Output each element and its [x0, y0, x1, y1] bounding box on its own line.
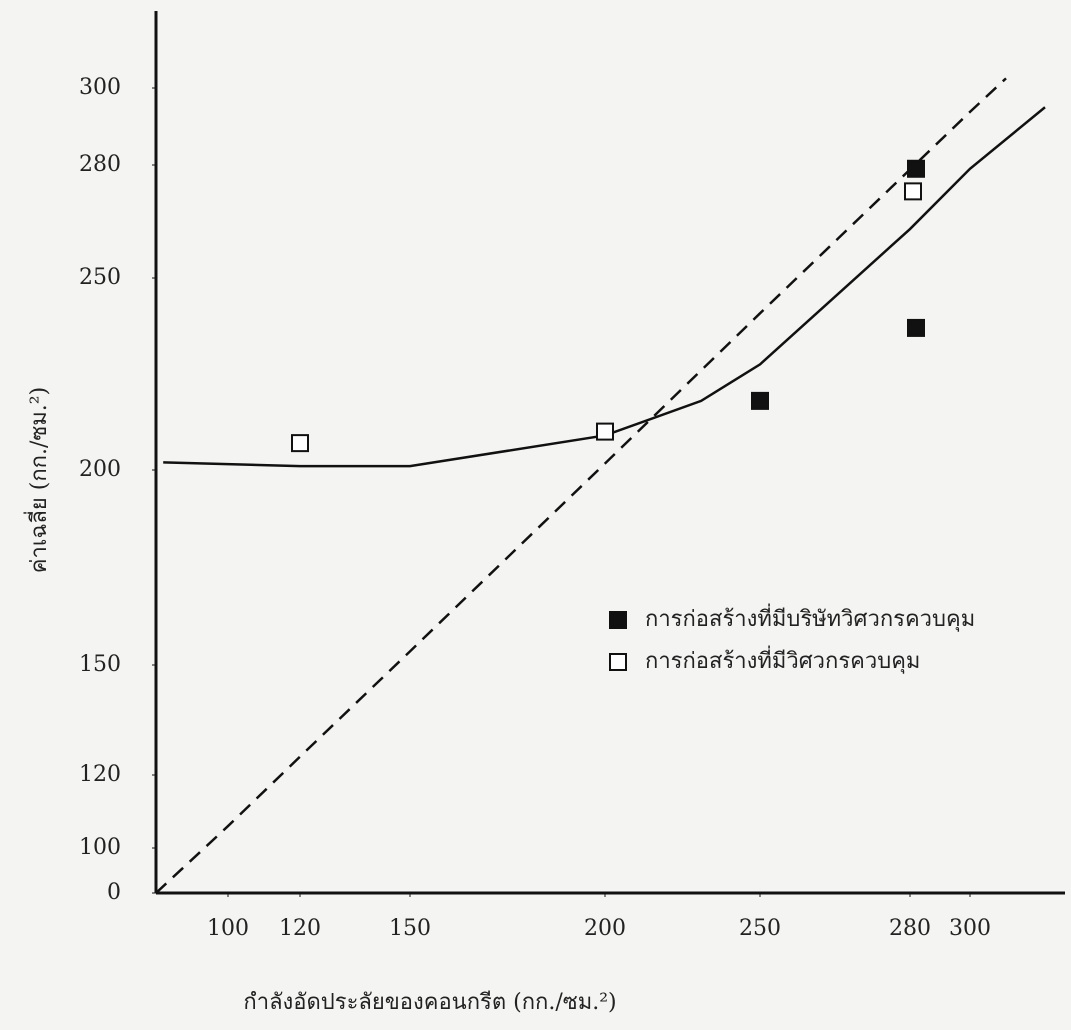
legend-label: การก่อสร้างที่มีวิศวกรควบคุม: [645, 645, 920, 674]
point: [907, 159, 925, 178]
point: [751, 391, 769, 410]
point: [907, 318, 925, 337]
x-tick-label: 200: [584, 916, 626, 941]
y-tick-label: 280: [79, 152, 121, 177]
x-tick-label: 250: [739, 916, 781, 941]
y-tick-label: 120: [79, 762, 121, 787]
y-axis-label: ค่าเฉลี่ย (กก./ซม.²): [23, 387, 52, 573]
fit-line: [155, 77, 1007, 894]
y-tick-label: 0: [107, 880, 121, 905]
y-tick-label: 100: [79, 835, 121, 860]
y-tick-label: 150: [79, 652, 121, 677]
point: [904, 182, 922, 201]
x-tick-label: 120: [279, 916, 321, 941]
y-tick-label: 300: [79, 75, 121, 100]
x-tick-label: 280: [889, 916, 931, 941]
x-tick-label: 300: [949, 916, 991, 941]
fit-line: [163, 106, 1046, 468]
x-axis-label: กำลังอัดประลัยของคอนกรีต (กก./ซม.²): [243, 990, 616, 1015]
legend-marker: [609, 653, 627, 671]
point: [291, 434, 309, 453]
legend-label: การก่อสร้างที่มีบริษัทวิศวกรควบคุม: [645, 603, 975, 632]
legend-marker: [609, 611, 627, 629]
point: [596, 422, 614, 441]
y-tick-label: 200: [79, 457, 121, 482]
x-tick-label: 100: [207, 916, 249, 941]
x-tick-label: 150: [389, 916, 431, 941]
y-tick-label: 250: [79, 265, 121, 290]
